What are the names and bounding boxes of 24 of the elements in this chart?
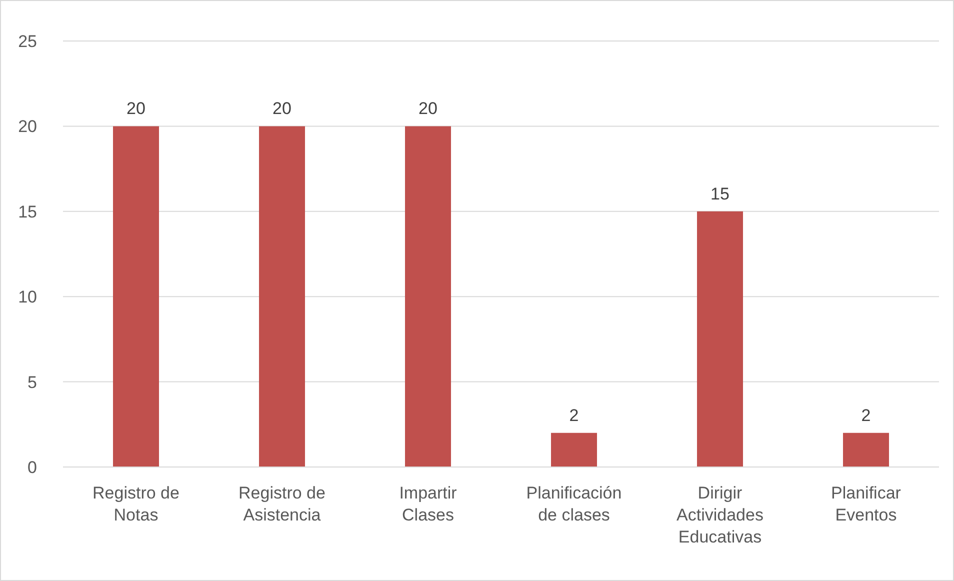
data-label: 2 xyxy=(861,406,871,425)
data-label: 15 xyxy=(710,184,730,204)
x-tick-label: Planificación de clases xyxy=(526,483,622,524)
data-label: 20 xyxy=(126,99,146,118)
data-label: 20 xyxy=(418,99,438,118)
bar xyxy=(113,126,159,467)
bar xyxy=(259,126,305,467)
x-tick-label: Registro de Notas xyxy=(92,483,180,524)
y-tick-label: 15 xyxy=(18,202,37,222)
bar xyxy=(551,432,597,467)
x-tick-label: Registro de Asistencia xyxy=(238,483,326,524)
bar xyxy=(697,211,743,467)
y-tick-label: 0 xyxy=(28,458,37,478)
data-label: 2 xyxy=(569,406,579,425)
x-tick-label: Impartir Clases xyxy=(399,483,458,524)
bar xyxy=(405,126,451,467)
x-tick-label: Dirigir Actividades Educativas xyxy=(676,483,764,546)
data-label: 20 xyxy=(272,99,292,118)
y-tick-label: 25 xyxy=(18,32,37,52)
y-tick-label: 20 xyxy=(18,117,37,136)
bar xyxy=(843,432,889,467)
y-tick-label: 5 xyxy=(28,372,37,392)
x-tick-label: Planificar Eventos xyxy=(831,483,902,524)
y-tick-label: 10 xyxy=(18,288,37,307)
